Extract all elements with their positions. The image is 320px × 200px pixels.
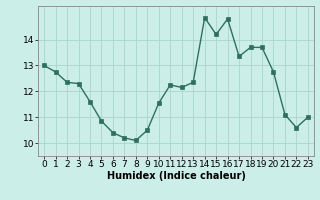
X-axis label: Humidex (Indice chaleur): Humidex (Indice chaleur) (107, 171, 245, 181)
